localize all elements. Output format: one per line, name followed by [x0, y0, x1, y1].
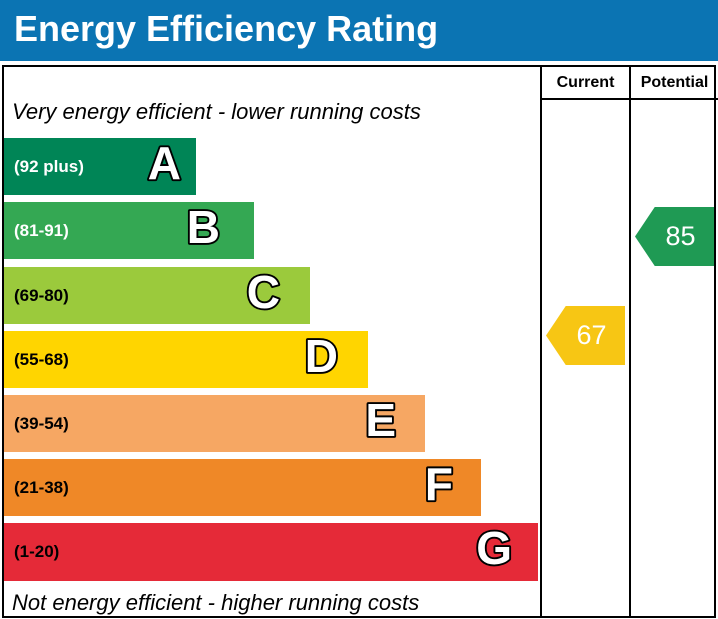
- svg-text:E: E: [365, 394, 396, 446]
- svg-text:D: D: [305, 330, 338, 382]
- svg-text:C: C: [247, 266, 280, 318]
- svg-text:B: B: [187, 201, 220, 253]
- svg-text:G: G: [476, 522, 512, 574]
- svg-text:F: F: [425, 458, 453, 510]
- svg-text:A: A: [148, 137, 181, 189]
